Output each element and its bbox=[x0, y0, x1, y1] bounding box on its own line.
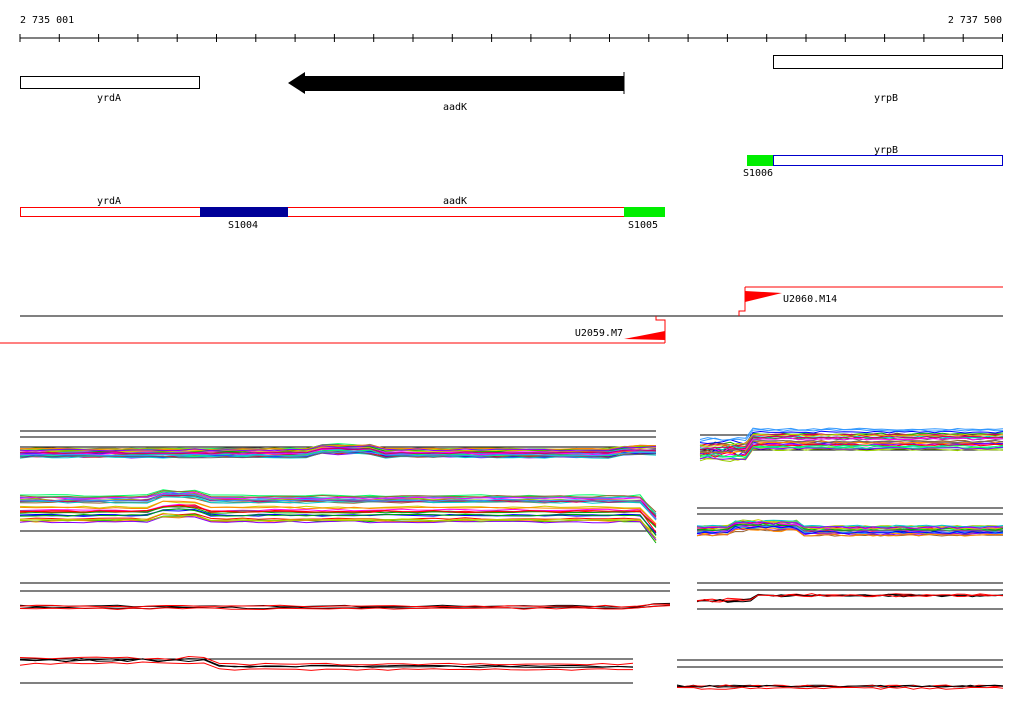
promoter-left-label: U2059.M7 bbox=[575, 328, 623, 339]
segment-S1006-label: S1006 bbox=[743, 168, 773, 179]
expression-trace bbox=[699, 428, 1004, 442]
gene-aadK-arrow[interactable] bbox=[288, 72, 624, 94]
expression-trace bbox=[676, 686, 1004, 690]
transcript-yrdA-label: yrdA bbox=[97, 196, 121, 207]
expression-trace bbox=[699, 440, 1004, 454]
expression-trace bbox=[700, 444, 1004, 459]
coordinate-ruler: 2 735 001 2 737 500 bbox=[19, 15, 1003, 42]
expression-trace bbox=[699, 433, 1004, 448]
gene-yrdA-label: yrdA bbox=[97, 93, 121, 104]
expression-trace bbox=[19, 657, 634, 668]
expression-trace bbox=[19, 492, 657, 518]
expression-traces bbox=[19, 427, 1004, 690]
ruler-start-label: 2 735 001 bbox=[20, 15, 74, 26]
expression-trace bbox=[696, 527, 1004, 536]
expression-trace bbox=[696, 519, 1004, 528]
expression-trace bbox=[19, 450, 657, 457]
expression-trace bbox=[19, 490, 657, 513]
expression-trace bbox=[19, 504, 657, 526]
transcript-yrpB-label: yrpB bbox=[874, 145, 898, 156]
expression-trace bbox=[699, 435, 1004, 450]
expression-trace bbox=[19, 500, 657, 525]
transcript-main-box[interactable] bbox=[20, 207, 665, 217]
gene-yrdA-box[interactable] bbox=[20, 76, 200, 89]
promoter-right-label: U2060.M14 bbox=[783, 294, 837, 305]
trace-panel bbox=[699, 427, 1004, 463]
expression-trace bbox=[19, 447, 657, 455]
transcript-aadK-label: aadK bbox=[443, 196, 467, 207]
gene-yrpB-label: yrpB bbox=[874, 93, 898, 104]
ruler-ticks bbox=[19, 34, 1003, 42]
expression-trace bbox=[19, 655, 634, 666]
expression-trace bbox=[19, 450, 657, 459]
trace-panel bbox=[19, 582, 671, 611]
expression-trace bbox=[699, 430, 1004, 445]
ruler-end-label: 2 737 500 bbox=[948, 15, 1002, 26]
promoter-track: U2060.M14 U2059.M7 bbox=[0, 286, 1003, 344]
promoter-right-stem bbox=[738, 287, 746, 316]
expression-trace bbox=[19, 515, 657, 541]
trace-panel bbox=[676, 659, 1004, 690]
segment-S1005[interactable] bbox=[624, 207, 665, 217]
trace-panel bbox=[19, 430, 657, 459]
trace-panel bbox=[19, 489, 657, 544]
transcript-yrpB-box[interactable] bbox=[773, 155, 1003, 166]
gene-aadK-label: aadK bbox=[443, 102, 467, 113]
segment-S1006[interactable] bbox=[747, 155, 773, 166]
expression-trace bbox=[19, 445, 657, 452]
expression-trace bbox=[19, 493, 657, 521]
segment-S1004-label: S1004 bbox=[228, 220, 258, 231]
trace-panel bbox=[696, 582, 1004, 610]
expression-trace bbox=[696, 521, 1004, 530]
expression-trace bbox=[19, 496, 657, 520]
gene-yrpB-box[interactable] bbox=[773, 55, 1003, 69]
trace-panel bbox=[696, 507, 1004, 537]
expression-trace bbox=[699, 437, 1004, 453]
expression-trace bbox=[696, 594, 1004, 603]
segment-S1005-label: S1005 bbox=[628, 220, 658, 231]
expression-trace bbox=[696, 525, 1004, 534]
transcript-track: yrpB S1006 yrdA aadK S1004 S1005 bbox=[20, 145, 1003, 231]
trace-panel bbox=[19, 655, 634, 684]
expression-trace bbox=[19, 500, 657, 525]
promoter-left-flag-icon[interactable] bbox=[624, 331, 665, 340]
expression-trace bbox=[696, 521, 1004, 530]
expression-trace bbox=[699, 446, 1004, 460]
expression-trace bbox=[19, 514, 657, 539]
expression-trace bbox=[19, 661, 633, 671]
expression-trace bbox=[19, 508, 657, 536]
promoter-right-flag-icon[interactable] bbox=[745, 291, 782, 302]
gene-track: yrdA aadK yrpB bbox=[20, 55, 1003, 113]
expression-trace bbox=[19, 605, 671, 611]
expression-trace bbox=[19, 603, 671, 608]
expression-trace bbox=[19, 444, 657, 451]
expression-trace bbox=[19, 512, 657, 542]
expression-trace bbox=[696, 528, 1004, 537]
expression-trace bbox=[19, 513, 657, 541]
segment-S1004[interactable] bbox=[200, 207, 288, 217]
